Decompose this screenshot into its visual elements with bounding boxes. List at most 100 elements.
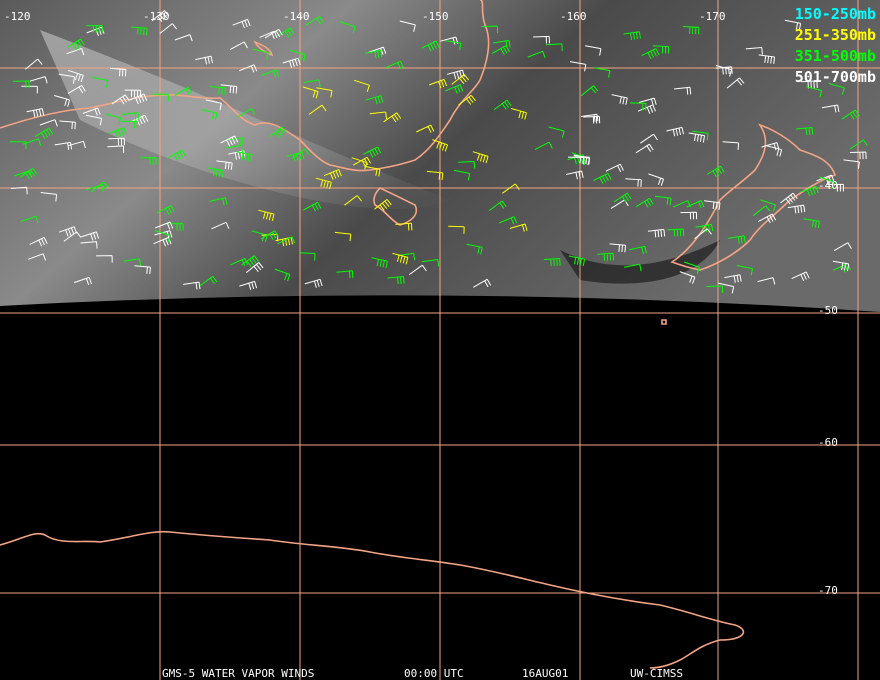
wind-barb [298, 252, 316, 261]
wind-barb [25, 58, 43, 70]
wind-barb [843, 159, 860, 169]
wind-barb [392, 252, 409, 265]
wind-barb [339, 21, 356, 34]
wind-barb [832, 260, 850, 271]
wind-barb [510, 108, 527, 120]
wind-barb [686, 200, 705, 209]
wind-barb [363, 146, 382, 158]
wind-barb [758, 54, 776, 64]
wind-barb [40, 192, 58, 202]
wind-barb [282, 57, 301, 68]
wind-barb [593, 172, 612, 184]
wind-barb [453, 169, 471, 181]
wind-barb [261, 69, 280, 78]
wind-barb [122, 112, 140, 120]
wind-barb [374, 199, 392, 211]
wind-barb [239, 64, 258, 73]
wind-barbs [9, 10, 868, 294]
wind-barb [428, 78, 448, 89]
legend-label: 501-700mb [795, 68, 876, 86]
wind-barb [421, 40, 440, 52]
legend-label: 251-350mb [795, 26, 876, 44]
footer-text: GMS-5 WATER VAPOR WINDS [162, 667, 314, 680]
wind-barb [736, 265, 753, 276]
wind-barb [209, 86, 226, 95]
wind-barb [527, 50, 546, 58]
wind-barb [629, 102, 647, 111]
wind-barb [704, 200, 721, 210]
wind-barb [466, 243, 483, 255]
wind-barb [706, 165, 725, 178]
wind-barb [666, 126, 684, 137]
wind-barb [289, 49, 306, 62]
wind-barb [819, 176, 835, 189]
wind-barb [130, 114, 149, 126]
wind-barb [694, 228, 712, 239]
wind-barb [638, 97, 657, 106]
wind-barb [635, 143, 654, 154]
wind-barb [585, 45, 602, 56]
wind-barb [365, 95, 384, 105]
wind-barb [39, 119, 58, 127]
wind-barb [446, 69, 465, 80]
wind-barb [236, 151, 253, 162]
wind-barb [499, 216, 518, 225]
wind-barb [473, 278, 492, 288]
wind-barb [174, 34, 193, 42]
wind-barb [276, 27, 295, 38]
wind-barb [760, 199, 777, 212]
wind-barb [421, 259, 440, 267]
wind-barb [652, 45, 670, 54]
footer-text: UW-CIMSS [630, 667, 683, 680]
wind-barb [82, 107, 101, 116]
wind-barb [109, 67, 127, 77]
wind-barb [448, 225, 465, 234]
wind-barb [849, 139, 868, 150]
latitude-label: -70 [818, 584, 838, 597]
wind-barb [81, 231, 100, 241]
wind-barb [680, 211, 698, 220]
wind-barb [107, 145, 125, 153]
wind-barb [706, 285, 724, 294]
wind-barb [207, 167, 224, 178]
wind-barb [58, 73, 75, 84]
wind-barb [156, 205, 175, 215]
wind-barb [228, 150, 246, 160]
wind-barb [334, 231, 352, 242]
wind-barb [491, 45, 510, 55]
wind-barb [23, 138, 42, 146]
wind-barb [800, 185, 819, 197]
wind-barb [791, 271, 810, 282]
wind-barb [623, 263, 642, 272]
wind-barb [85, 114, 103, 126]
wind-barb [66, 48, 85, 56]
wind-barb [684, 261, 700, 274]
wind-barb [66, 38, 85, 51]
wind-barb [509, 223, 528, 232]
wind-barb [832, 263, 851, 273]
wind-barb [565, 170, 584, 180]
wind-barb [581, 113, 599, 122]
wind-barb [308, 104, 327, 115]
wind-barb [216, 160, 233, 170]
wind-barb [354, 79, 370, 93]
latitude-label: -60 [818, 436, 838, 449]
wind-barb [73, 276, 92, 286]
wind-barb [275, 237, 293, 247]
wind-barb [688, 132, 705, 143]
wind-barb [481, 25, 499, 34]
latitude-label: -40 [818, 179, 838, 192]
wind-barb [85, 184, 104, 193]
wind-barb [548, 126, 565, 138]
wind-barb [155, 221, 174, 230]
wind-barb [605, 163, 624, 173]
wind-barb [252, 48, 269, 60]
wind-barb [12, 80, 30, 89]
wind-barb [35, 127, 54, 140]
wind-barb [131, 26, 148, 36]
wind-barb [784, 19, 802, 31]
wind-barb [472, 151, 489, 164]
wind-barb [385, 60, 404, 70]
wind-barb [787, 204, 806, 214]
